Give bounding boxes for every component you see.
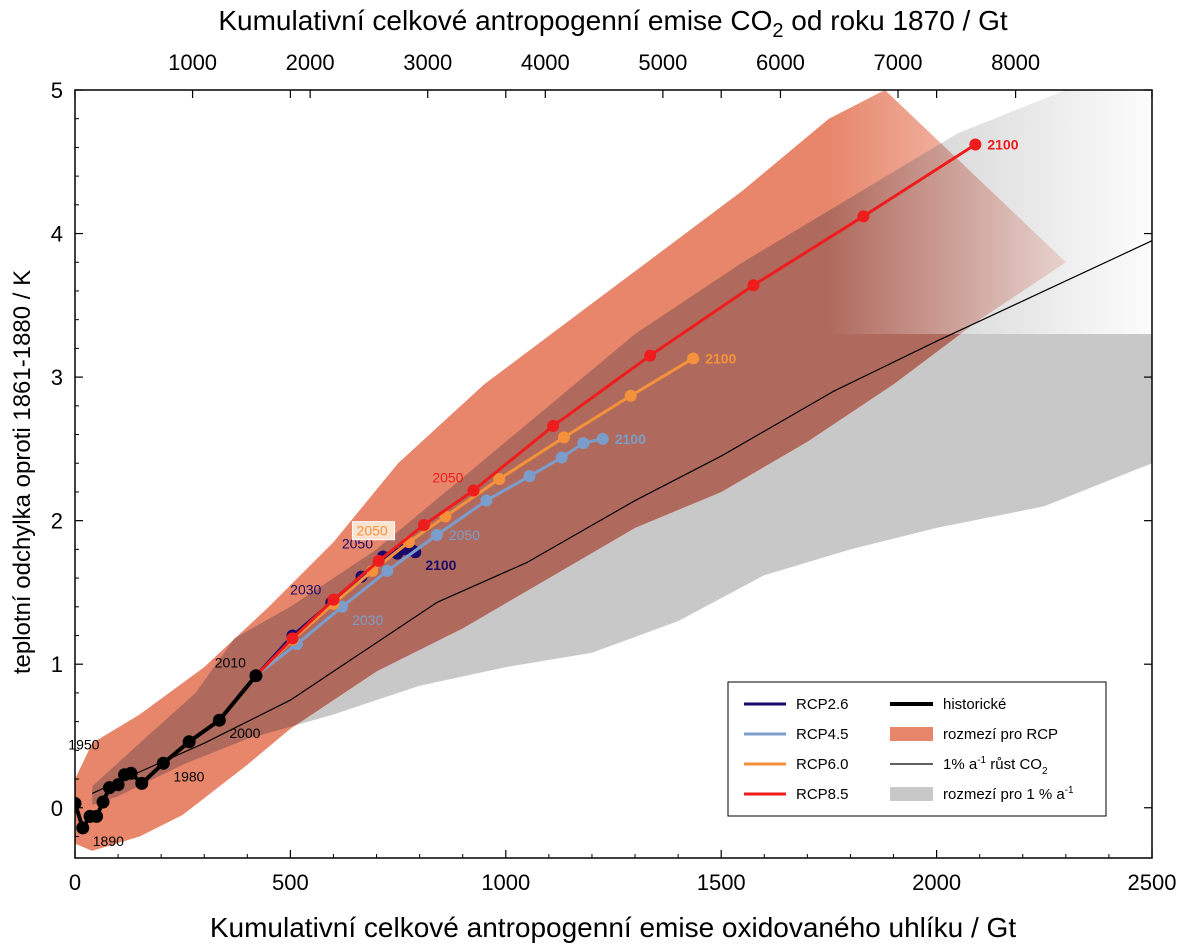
y-axis-title: teplotní odchylka oproti 1861-1880 / K	[9, 270, 36, 674]
data-point-4-12	[212, 713, 226, 727]
series-lines	[75, 138, 1152, 835]
point-label-3-1: 2100	[987, 137, 1018, 153]
data-point-4-1	[76, 821, 90, 835]
x-axis-title: Kumulativní celkové antropogenní emise o…	[210, 912, 1016, 943]
data-point-4-9	[135, 776, 149, 790]
x-tick-label-1: 500	[272, 870, 309, 895]
series-line-1	[255, 437, 604, 677]
data-point-1-7	[555, 451, 568, 464]
data-point-1-6	[523, 470, 536, 483]
top-tick-label-4: 5000	[638, 50, 687, 75]
legend-label-r3: rozmezí pro 1 % a-1	[943, 785, 1074, 803]
legend: RCP2.6 RCP4.5 RCP6.0 RCP8.5 historické rozmez…	[727, 681, 1107, 817]
y-tick-label-2: 2	[51, 509, 63, 534]
data-point-4-0	[75, 796, 82, 810]
top-tick-label-7: 8000	[991, 50, 1040, 75]
point-label-2-0: 2050	[357, 523, 388, 539]
data-point-2-7	[557, 431, 570, 444]
data-point-3-9	[857, 210, 870, 223]
point-label-3-0: 2050	[432, 470, 463, 486]
x-tick-label-3: 1500	[697, 870, 746, 895]
point-label-4-3: 2000	[229, 725, 260, 741]
point-label-4-4: 2010	[215, 655, 246, 671]
data-point-3-8	[747, 279, 760, 292]
data-point-3-7	[644, 349, 657, 362]
point-label-4-1: 1950	[68, 737, 99, 753]
data-point-4-3	[90, 809, 104, 823]
point-labels: 2030205021002030205021002050210020502100…	[68, 137, 1018, 849]
legend-label-r2: 1% a-1 růst CO2	[943, 755, 1048, 777]
top-tick-label-2: 3000	[403, 50, 452, 75]
top-tick-label-0: 1000	[168, 50, 217, 75]
data-point-3-3	[372, 554, 385, 567]
y-tick-label-3: 3	[51, 365, 63, 390]
point-label-1-0: 2030	[352, 612, 383, 628]
data-point-2-6	[493, 473, 506, 486]
top-tick-label-1: 2000	[286, 50, 335, 75]
legend-label-2: RCP6.0	[796, 756, 849, 773]
top-tick-label-3: 4000	[521, 50, 570, 75]
data-point-4-13	[249, 669, 263, 683]
y-tick-label-1: 1	[51, 652, 63, 677]
legend-label-r1: rozmezí pro RCP	[943, 726, 1058, 743]
point-label-4-2: 1980	[173, 768, 204, 784]
point-label-0-0: 2030	[290, 581, 321, 597]
data-point-3-1	[286, 632, 299, 645]
x-tick-label-4: 2000	[912, 870, 961, 895]
data-point-1-5	[480, 494, 493, 507]
data-point-1-3	[381, 564, 394, 577]
data-point-1-9	[596, 432, 609, 445]
y-tick-label-4: 4	[51, 222, 63, 247]
x-tick-label-2: 1000	[481, 870, 530, 895]
legend-label-1: RCP4.5	[796, 726, 849, 743]
point-label-4-0: 1890	[93, 833, 124, 849]
legend-label-0: RCP2.6	[796, 696, 849, 713]
range-overlap	[92, 90, 1066, 805]
data-point-3-4	[417, 518, 430, 531]
x-tick-label-5: 2500	[1128, 870, 1177, 895]
data-point-3-10	[969, 138, 982, 151]
label-box-2-0	[352, 521, 396, 541]
data-point-4-8	[124, 766, 138, 780]
range-fade	[828, 90, 1152, 335]
plot-frame	[74, 89, 1153, 859]
data-point-2-9	[687, 352, 700, 365]
range-fade-overlay	[828, 90, 1152, 335]
data-point-2-8	[624, 389, 637, 402]
point-label-1-1: 2050	[449, 527, 480, 543]
top-axis-title: Kumulativní celkové antropogenní emise C…	[218, 5, 1008, 42]
y-tick-label-5: 5	[51, 78, 63, 103]
point-label-0-2: 2100	[425, 557, 456, 573]
y-tick-label-0: 0	[51, 796, 63, 821]
axes: 0 500 1000 1500 2000 2500 0 1 2 3 4 5 1000 2000 3000 40…	[51, 50, 1177, 895]
top-tick-label-6: 7000	[874, 50, 923, 75]
x-tick-label-0: 0	[69, 870, 81, 895]
series-line-5	[91, 240, 1152, 794]
point-label-2-1: 2100	[705, 350, 736, 366]
legend-swatch-r3	[890, 787, 933, 801]
data-point-3-6	[547, 419, 560, 432]
point-label-1-2: 2100	[615, 431, 646, 447]
data-point-4-6	[111, 778, 125, 792]
data-point-1-4	[430, 529, 443, 542]
legend-swatch-r1	[890, 727, 933, 741]
data-point-3-2	[327, 593, 340, 606]
data-point-3-5	[467, 484, 480, 497]
data-point-4-11	[182, 735, 196, 749]
legend-label-3: RCP8.5	[796, 786, 849, 803]
top-tick-label-5: 6000	[756, 50, 805, 75]
data-point-4-4	[96, 795, 110, 809]
data-point-1-8	[577, 437, 590, 450]
legend-label-r0: historické	[943, 696, 1006, 713]
